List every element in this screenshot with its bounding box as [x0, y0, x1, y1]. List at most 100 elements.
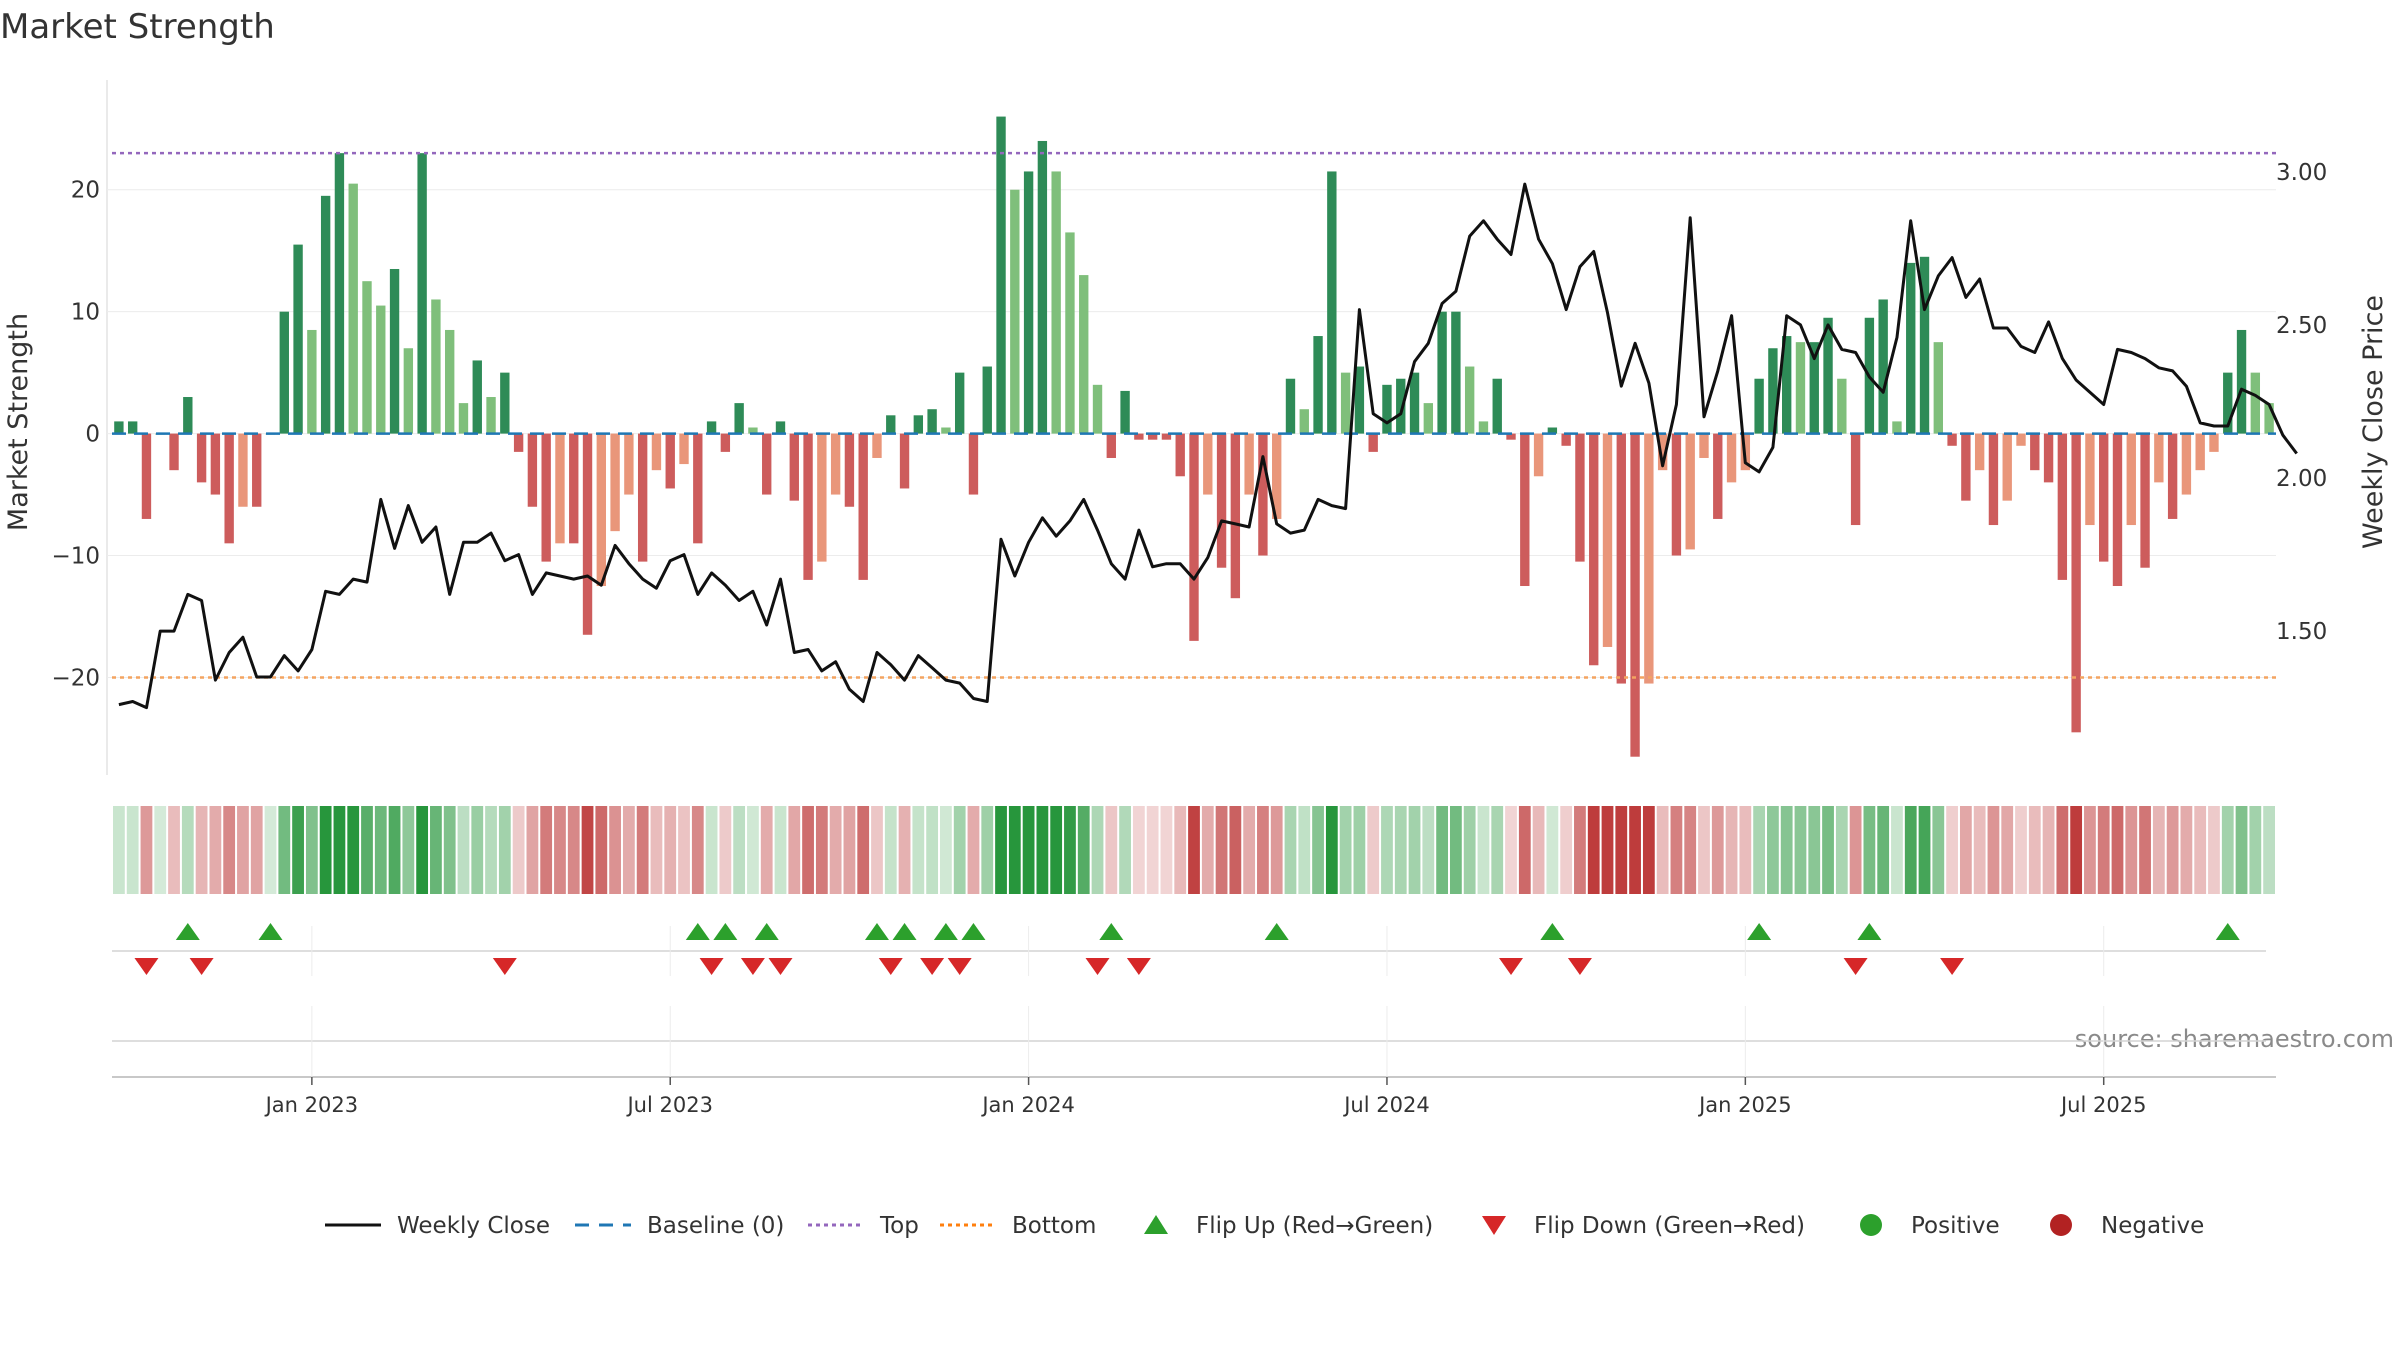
strength-bar [1258, 433, 1268, 556]
strength-strip-cell [1670, 806, 1683, 894]
strength-bar [1010, 189, 1020, 434]
strength-strip-cell [1312, 806, 1324, 894]
strength-bar [1203, 433, 1213, 495]
strength-bar [734, 403, 744, 434]
strength-bar [858, 433, 868, 580]
flip-up-marker [1540, 923, 1565, 940]
legend-item: Flip Down (Green→Red) [1482, 1213, 1805, 1239]
chart-title: Market Strength [0, 7, 275, 47]
flip-down-marker [947, 958, 972, 975]
strength-bar [913, 415, 924, 434]
left-tick-label: 20 [71, 178, 100, 204]
strength-strip-cell [1877, 806, 1890, 894]
right-axis-label: Weekly Close Price [2358, 295, 2389, 549]
strength-strip-cell [402, 806, 415, 894]
strength-bar [748, 427, 758, 434]
strength-strip-cell [416, 806, 429, 894]
strength-bar [183, 397, 193, 434]
strength-bar [830, 433, 841, 495]
flip-down-marker [699, 958, 724, 975]
flip-down-marker [1940, 958, 1965, 975]
strength-bar [252, 433, 262, 507]
legend: Weekly Close Baseline (0) Top Bottom Flip Up… [325, 1213, 2204, 1239]
strength-strip-cell [2070, 806, 2083, 894]
strength-bar [169, 433, 179, 471]
strength-strip-cell [250, 806, 263, 894]
flip-up-marker [933, 923, 958, 940]
left-axis-label: Market Strength [3, 313, 34, 531]
strength-bar [1051, 171, 1061, 434]
strength-strip-cell [168, 806, 180, 894]
flip-down-marker [920, 958, 945, 975]
strength-strip-cell [1132, 806, 1145, 894]
strength-strip-cell [871, 806, 883, 894]
strength-strip-cell [1822, 806, 1834, 894]
strength-strip-cell [1780, 806, 1793, 894]
strength-bar [1782, 336, 1792, 434]
flip-down-marker [1085, 958, 1110, 975]
strength-strip-cell [815, 806, 828, 894]
strength-strip-cell [1491, 806, 1504, 894]
strength-strip-cell [2208, 806, 2220, 894]
strength-bar [1616, 433, 1626, 684]
strength-bar [1396, 378, 1406, 434]
flip-down-marker [1126, 958, 1151, 975]
strength-bar [637, 433, 648, 562]
strength-strip-cell [347, 806, 360, 894]
strength-bar [2264, 403, 2274, 434]
strength-strip-cell [2015, 806, 2027, 894]
strength-strip-cell [1794, 806, 1807, 894]
strength-strip-cell [319, 806, 332, 894]
strength-bar [114, 421, 124, 434]
strength-strip-cell [1408, 806, 1421, 894]
strength-bar [1478, 421, 1489, 434]
flip-up-marker [1747, 923, 1772, 940]
strength-strip-cell [802, 806, 814, 894]
strength-bar [927, 409, 937, 434]
strength-strip-cell [1574, 806, 1586, 894]
strength-bar [872, 433, 882, 458]
flip-down-marker [740, 958, 765, 975]
strength-strip-cell [1615, 806, 1628, 894]
strength-bar [2030, 433, 2040, 471]
strength-strip-cell [788, 806, 801, 894]
strength-bar [348, 183, 358, 434]
strength-bar [1161, 433, 1172, 440]
strength-strip-cell [2221, 806, 2234, 894]
strength-bar [569, 433, 579, 544]
strength-strip-cell [1201, 806, 1214, 894]
right-tick-label: 1.50 [2276, 619, 2327, 645]
strength-bar [1079, 275, 1089, 434]
strength-strip-cell [1739, 806, 1752, 894]
x-tick-label: Jan 2024 [980, 1093, 1075, 1117]
strength-strip-cell [1505, 806, 1517, 894]
strength-strip-cell [1367, 806, 1380, 894]
strength-bar [886, 415, 896, 434]
strength-strip-cell [1257, 806, 1269, 894]
reference-lines [112, 151, 2276, 679]
strength-strip-cell [1160, 806, 1173, 894]
strength-bar [624, 433, 634, 495]
strength-strip-cell [140, 806, 153, 894]
strength-strip-cell [2084, 806, 2096, 894]
strength-strip-cell [278, 806, 291, 894]
strength-bar [486, 397, 496, 434]
strength-strip-cell [1229, 806, 1242, 894]
x-tick-label: Jan 2023 [264, 1093, 359, 1117]
strength-strip-cell [912, 806, 925, 894]
legend-label: Flip Down (Green→Red) [1534, 1213, 1805, 1239]
strength-bar [1354, 366, 1365, 434]
strength-strip-cell [1119, 806, 1131, 894]
strength-bar [2140, 433, 2150, 568]
strength-bar [2071, 433, 2081, 733]
strength-bar [1602, 433, 1613, 647]
strength-bar [472, 360, 482, 434]
x-tick-label: Jan 2025 [1697, 1093, 1792, 1117]
strength-bar [431, 299, 441, 434]
strength-strip-cell [2139, 806, 2151, 894]
strength-bar [1837, 378, 1847, 434]
strength-strip-cell [581, 806, 594, 894]
strength-bar [1547, 427, 1558, 434]
strength-bar [417, 153, 427, 434]
strength-strip-cell [1064, 806, 1076, 894]
